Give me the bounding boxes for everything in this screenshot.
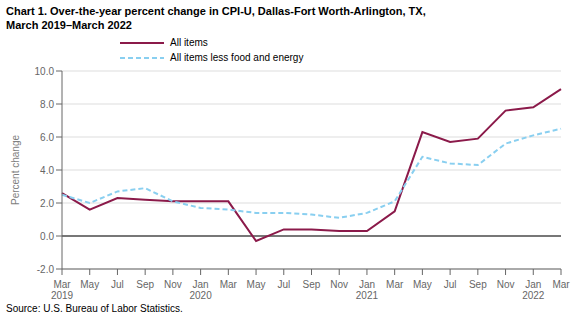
svg-text:May: May [413, 279, 432, 290]
svg-text:Nov: Nov [497, 279, 515, 290]
svg-text:Mar: Mar [552, 279, 570, 290]
svg-text:-2.0: -2.0 [37, 264, 55, 275]
svg-text:Mar2019: Mar2019 [51, 279, 74, 301]
html-text:Source: U.S. Bureau of Labor S: Source: U.S. Bureau of Labor Statistics. [6, 303, 183, 314]
svg-text:May: May [247, 279, 266, 290]
svg-text:Jan2021: Jan2021 [356, 279, 379, 301]
svg-text:Mar: Mar [220, 279, 238, 290]
html-text:March 2019–March 2022: March 2019–March 2022 [6, 19, 132, 31]
svg-text:0.0: 0.0 [40, 231, 54, 242]
svg-text:6.0: 6.0 [40, 132, 54, 143]
svg-text:Nov: Nov [330, 279, 348, 290]
html-text:All items less food and energy: All items less food and energy [170, 52, 304, 63]
svg-text:Mar: Mar [386, 279, 404, 290]
svg-text:Nov: Nov [164, 279, 182, 290]
svg-text:Jan2022: Jan2022 [522, 279, 545, 301]
svg-text:8.0: 8.0 [40, 99, 54, 110]
svg-text:Jul: Jul [111, 279, 124, 290]
svg-text:Sep: Sep [303, 279, 321, 290]
html-text:All items: All items [170, 37, 208, 48]
html-text:Chart 1. Over-the-year percent: Chart 1. Over-the-year percent change in… [6, 5, 426, 17]
svg-text:Sep: Sep [136, 279, 154, 290]
svg-text:Sep: Sep [469, 279, 487, 290]
svg-text:4.0: 4.0 [40, 165, 54, 176]
svg-text:2.0: 2.0 [40, 198, 54, 209]
svg-text:Jul: Jul [444, 279, 457, 290]
svg-text:Jan2020: Jan2020 [189, 279, 212, 301]
svg-text:Jul: Jul [277, 279, 290, 290]
svg-text:10.0: 10.0 [35, 66, 55, 77]
svg-text:Percent change: Percent change [10, 135, 21, 205]
svg-text:May: May [80, 279, 99, 290]
